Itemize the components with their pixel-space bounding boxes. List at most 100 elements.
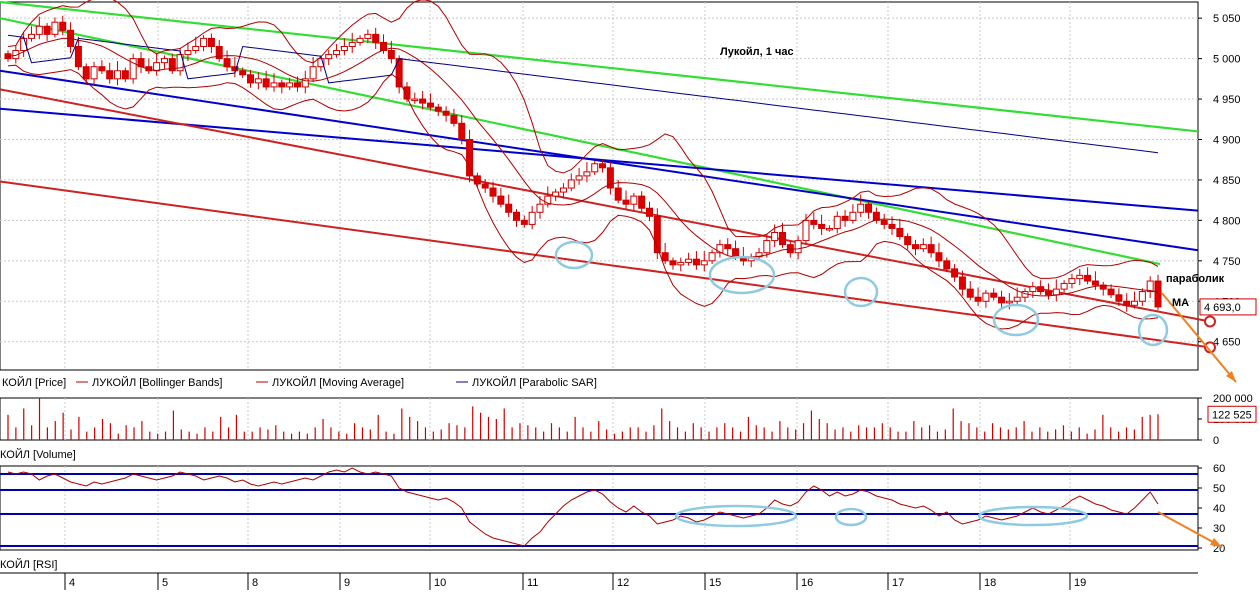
candle-body: [724, 244, 732, 250]
candle-body: [426, 102, 434, 108]
candle-body: [958, 276, 966, 290]
candle-body: [857, 203, 865, 213]
candle-body: [1005, 300, 1013, 304]
candle-body: [778, 232, 786, 246]
rsi-line: [7, 467, 1159, 547]
candle-body: [520, 219, 528, 225]
price-tick-label: 4 950: [1213, 94, 1241, 106]
candle-body: [513, 211, 521, 221]
candle-body: [505, 203, 513, 213]
candle-body: [1115, 294, 1123, 302]
candle-body: [794, 240, 802, 254]
candle-body: [849, 211, 857, 221]
candle-body: [943, 260, 951, 270]
rsi-legend-label: КОЙЛ [RSI]: [0, 558, 57, 571]
candle-body: [301, 78, 309, 88]
candle-body: [293, 82, 301, 88]
legend-label: КОЙЛ [Price]: [2, 376, 66, 389]
candle-body: [153, 62, 161, 72]
trendline-end-marker: [1204, 315, 1216, 328]
candle-body: [1107, 288, 1115, 296]
candle-body: [606, 167, 614, 189]
price-tick-label: 4 900: [1213, 134, 1241, 146]
legend-label: ЛУКОЙЛ [Bollinger Bands]: [92, 376, 222, 389]
candle-body: [638, 195, 646, 209]
annotation-parabolic: параболик: [1166, 273, 1225, 285]
candle-body: [732, 248, 740, 258]
volume-tick-label: 0: [1213, 435, 1219, 447]
candle-body: [239, 70, 247, 76]
candle-body: [168, 58, 176, 72]
candle-body: [614, 187, 622, 201]
rsi-highlight-ellipse: [977, 505, 1089, 527]
candle-body: [591, 163, 599, 173]
trendline-end-marker: [1204, 341, 1216, 354]
candle-body: [904, 236, 912, 246]
candle-body: [35, 25, 43, 35]
x-tick-label: 18: [984, 577, 996, 589]
candle-body: [121, 70, 129, 80]
forecast-arrow-rsi: [1157, 511, 1223, 548]
candle-body: [661, 252, 669, 262]
candle-body: [247, 74, 255, 84]
x-tick-label: 5: [162, 577, 168, 589]
candle-body: [763, 240, 771, 254]
candle-body: [1154, 280, 1162, 308]
price-tick-label: 4 650: [1213, 337, 1241, 349]
volume-tick-label: 200 000: [1213, 393, 1253, 405]
candle-body: [951, 268, 959, 278]
candle-body: [419, 98, 427, 104]
candle-body: [51, 21, 59, 35]
candle-body: [387, 50, 395, 60]
candle-body: [833, 215, 841, 229]
candle-body: [215, 45, 223, 60]
candle-body: [810, 219, 818, 225]
candle-body: [1076, 274, 1084, 280]
candle-body: [1123, 300, 1131, 306]
candle-body: [974, 296, 982, 302]
x-tick-label: 17: [892, 577, 904, 589]
parabolic-sar-line: [7, 34, 1159, 154]
legend-label: ЛУКОЙЛ [Parabolic SAR]: [472, 376, 597, 389]
forecast-arrow-price: [1161, 292, 1237, 383]
candle-body: [1131, 300, 1139, 306]
candle-body: [1060, 282, 1068, 290]
x-tick-label: 9: [344, 577, 350, 589]
candle-body: [192, 45, 200, 52]
x-tick-label: 10: [434, 577, 446, 589]
candle-body: [567, 179, 575, 189]
trend-line-blue-lower: [0, 107, 1199, 212]
candle-body: [1037, 286, 1045, 293]
volume-current-box: [1207, 405, 1257, 423]
candle-body: [333, 50, 341, 56]
candle-body: [771, 232, 779, 242]
moving-average-line: [7, 37, 1159, 297]
candle-body: [309, 66, 317, 80]
price-tick-label: 4 750: [1213, 256, 1241, 268]
candle-body: [450, 114, 458, 124]
x-tick-label: 16: [801, 577, 813, 589]
candle-body: [458, 122, 466, 140]
bollinger-upper: [7, 0, 1159, 279]
annotation-ma: MA: [1172, 297, 1189, 309]
volume-current-label: 122 525: [1212, 409, 1252, 421]
candle-body: [254, 78, 262, 84]
candle-body: [880, 219, 888, 225]
candle-body: [1091, 280, 1099, 286]
candle-body: [434, 106, 442, 112]
bollinger-lower: [7, 64, 1159, 330]
trend-line-green-upper: [0, 0, 1199, 133]
candle-body: [481, 183, 489, 189]
candle-body: [348, 41, 356, 47]
candle-body: [1146, 280, 1154, 293]
candle-body: [411, 98, 419, 102]
candle-body: [497, 195, 505, 205]
candle-body: [207, 37, 215, 47]
candle-body: [364, 33, 372, 39]
candle-body: [825, 227, 833, 231]
trend-line-red-upper: [0, 88, 1211, 323]
candle-body: [286, 82, 294, 88]
x-tick-label: 4: [69, 577, 75, 589]
rsi-highlight-ellipse: [674, 504, 798, 528]
